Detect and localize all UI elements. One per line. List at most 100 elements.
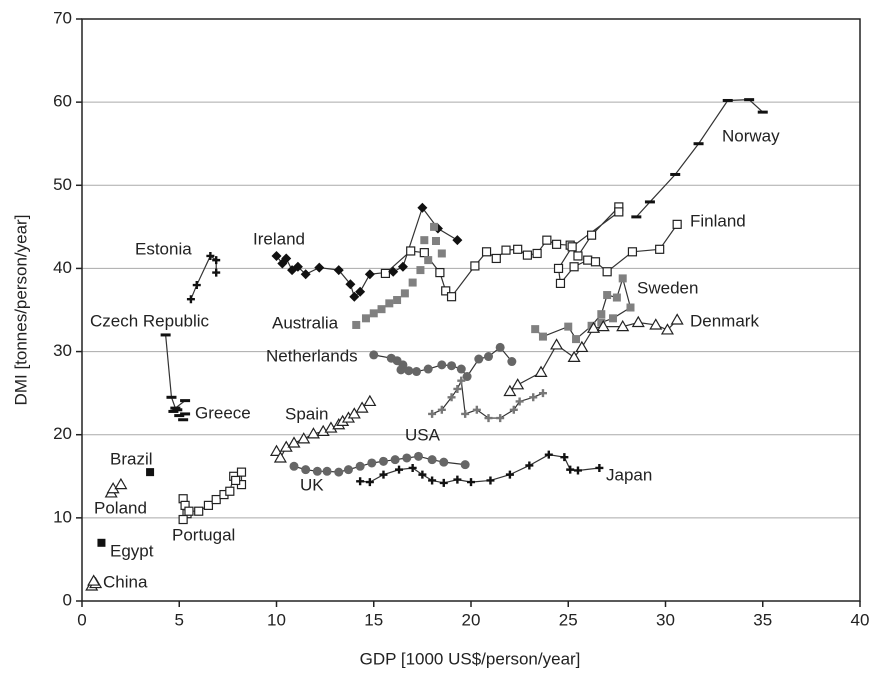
point xyxy=(333,265,344,276)
y-tick-label: 0 xyxy=(63,590,72,609)
point xyxy=(417,202,428,213)
point xyxy=(194,506,204,516)
series-label: Japan xyxy=(606,465,652,484)
series-label: Denmark xyxy=(690,311,759,330)
point xyxy=(608,314,617,323)
point xyxy=(388,266,399,277)
point xyxy=(551,239,562,249)
point xyxy=(460,460,470,470)
point xyxy=(505,470,514,479)
point xyxy=(184,506,194,516)
point xyxy=(590,257,601,267)
point xyxy=(509,405,518,414)
point xyxy=(566,465,575,474)
point xyxy=(97,538,106,547)
point xyxy=(406,246,416,256)
point xyxy=(212,256,221,265)
point xyxy=(456,364,466,374)
point xyxy=(507,357,517,367)
y-axis-label: DMI [tonnes/person/year] xyxy=(11,215,30,406)
x-tick-label: 20 xyxy=(462,610,481,629)
point xyxy=(355,401,369,413)
point xyxy=(431,236,440,245)
point xyxy=(529,393,538,402)
point xyxy=(586,230,597,240)
point xyxy=(439,457,449,467)
point xyxy=(343,465,353,475)
point xyxy=(385,299,394,308)
point xyxy=(525,461,534,470)
series-label: Czech Republic xyxy=(90,311,210,330)
point xyxy=(542,235,552,245)
point xyxy=(538,332,547,341)
point xyxy=(413,451,423,461)
point xyxy=(462,372,472,382)
point xyxy=(160,333,171,337)
point xyxy=(397,261,408,272)
point xyxy=(437,360,447,370)
point xyxy=(400,289,409,298)
y-tick-label: 20 xyxy=(53,424,72,443)
series-label: Sweden xyxy=(637,278,698,297)
point xyxy=(597,310,606,319)
point xyxy=(352,320,361,329)
point xyxy=(722,98,733,102)
series-label: USA xyxy=(405,425,441,444)
point xyxy=(416,266,425,275)
point xyxy=(166,395,177,399)
point xyxy=(312,466,322,476)
point xyxy=(573,466,582,475)
point xyxy=(631,215,642,219)
point xyxy=(441,286,451,296)
point xyxy=(211,494,221,505)
point xyxy=(513,244,523,254)
point xyxy=(553,263,564,274)
point xyxy=(486,476,495,485)
point xyxy=(437,249,446,258)
point xyxy=(586,321,601,333)
point xyxy=(467,478,475,487)
point xyxy=(453,384,462,393)
point xyxy=(649,318,663,330)
y-tick-label: 30 xyxy=(53,341,72,360)
point xyxy=(380,268,391,279)
point xyxy=(396,365,406,375)
point xyxy=(531,325,540,334)
point xyxy=(367,458,377,468)
point xyxy=(603,291,612,300)
point xyxy=(170,406,181,410)
point xyxy=(522,250,533,260)
point xyxy=(655,244,665,254)
x-tick-label: 40 xyxy=(851,610,870,629)
point xyxy=(427,455,437,465)
point xyxy=(560,453,569,462)
point xyxy=(631,315,645,328)
point xyxy=(418,470,427,479)
point xyxy=(377,305,386,314)
point xyxy=(602,267,612,277)
point xyxy=(192,281,201,290)
point xyxy=(408,463,417,472)
point xyxy=(314,262,325,273)
x-tick-label: 15 xyxy=(364,610,383,629)
y-tick-label: 10 xyxy=(53,507,72,526)
point xyxy=(172,408,183,412)
point xyxy=(355,461,365,471)
y-tick-label: 60 xyxy=(53,92,72,111)
point xyxy=(575,340,589,353)
series-label: Netherlands xyxy=(266,346,358,365)
point xyxy=(146,468,155,477)
point xyxy=(437,405,446,414)
x-tick-label: 35 xyxy=(753,610,772,629)
point xyxy=(555,278,566,288)
plot-frame xyxy=(81,18,861,602)
point xyxy=(369,350,379,360)
point xyxy=(269,444,284,456)
point xyxy=(496,414,505,423)
series-label: UK xyxy=(300,475,324,494)
point xyxy=(301,465,311,475)
series-label: Finland xyxy=(690,211,746,230)
point xyxy=(670,172,681,176)
point xyxy=(87,574,101,586)
point xyxy=(297,432,311,444)
